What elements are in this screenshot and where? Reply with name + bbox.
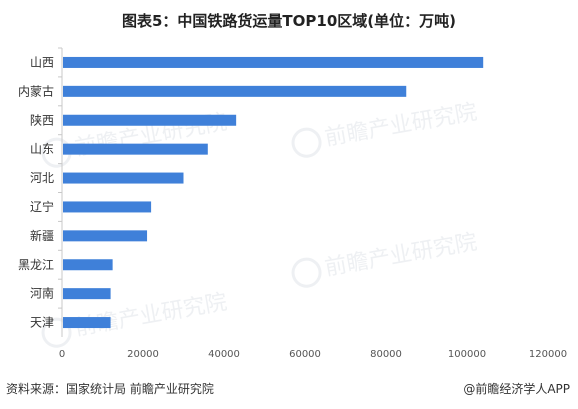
bar-2 [63, 114, 237, 126]
chart-area: 山西内蒙古陕西山东河北辽宁新疆黑龙江河南天津 0 20000 40000 60000 80… [0, 42, 578, 367]
bar-0 [63, 56, 484, 68]
x-tick-label: 60000 [289, 349, 321, 360]
footer: 资料来源：国家统计局 前瞻产业研究院 @前瞻经济学人APP [0, 376, 578, 400]
credit-note: @前瞻经济学人APP [463, 382, 570, 396]
source-note: 资料来源：国家统计局 前瞻产业研究院 [6, 382, 214, 396]
category-label: 山西 [30, 55, 54, 69]
category-label: 内蒙古 [18, 83, 54, 98]
category-label: 黑龙江 [18, 258, 54, 272]
x-tick-label: 0 [59, 349, 65, 360]
category-label: 山东 [30, 142, 54, 156]
x-tick-label: 120000 [529, 349, 567, 360]
x-tick-label: 20000 [127, 349, 159, 360]
category-label: 河北 [30, 171, 54, 185]
bar-8 [63, 288, 111, 300]
bar-6 [63, 230, 148, 242]
bar-9 [63, 317, 111, 329]
bar-7 [63, 259, 113, 271]
bar-4 [63, 172, 184, 184]
category-label: 辽宁 [30, 199, 54, 214]
category-label: 陕西 [30, 112, 54, 127]
x-tick-label: 80000 [370, 349, 402, 360]
bar-1 [63, 85, 407, 97]
x-tick-label: 100000 [448, 349, 486, 360]
chart-title: 图表5：中国铁路货运量TOP10区域(单位：万吨) [121, 12, 456, 30]
category-label: 河南 [30, 286, 54, 301]
bar-5 [63, 201, 152, 213]
category-label: 新疆 [30, 228, 54, 243]
bar-3 [63, 143, 208, 155]
x-tick-label: 40000 [208, 349, 240, 360]
category-label: 天津 [30, 316, 54, 330]
